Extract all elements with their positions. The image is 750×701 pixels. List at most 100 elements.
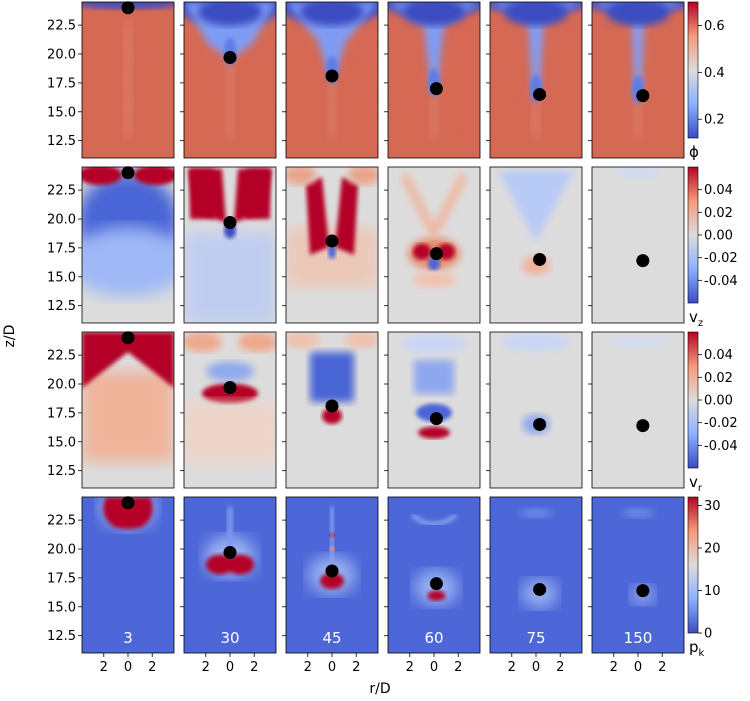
y-tick-label: 17.5 (47, 406, 76, 421)
panel-frame (489, 331, 583, 489)
colorbar-tick-label: -0.04 (704, 439, 738, 454)
panel-phi-t60 (384, 1, 481, 159)
panel-v_z-t60 (384, 166, 481, 324)
panel-frame (183, 166, 277, 324)
colorbar-gradient (687, 166, 699, 304)
y-tick-label: 15.0 (47, 435, 76, 450)
y-tick-label: 22.5 (47, 184, 76, 199)
y-axis-label: z/D (2, 325, 18, 348)
colorbar-gradient (687, 496, 699, 634)
x-tick-label: 2 (556, 660, 564, 675)
panel-v_z-t75 (486, 166, 583, 324)
particle-marker (636, 254, 650, 268)
x-tick-label: 2 (250, 660, 258, 675)
x-tick-label: 2 (658, 660, 666, 675)
panel-p_k-t30: 2 0 2 30 (180, 496, 277, 675)
colorbar-gradient (687, 331, 699, 469)
time-label: 60 (424, 629, 443, 647)
colorbar-tick-label: 0.6 (704, 19, 725, 34)
y-tick-label: 17.5 (47, 241, 76, 256)
y-tick-label: 22.5 (47, 19, 76, 34)
y-tick-label: 17.5 (47, 76, 76, 91)
panel-p_k-t150: 2 0 2 150 (588, 496, 685, 675)
panel-p_k-t45: 2 0 2 45 (282, 496, 379, 675)
x-tick-label: 2 (406, 660, 414, 675)
panel-frame (591, 331, 685, 489)
colorbar-label: vz (689, 308, 703, 329)
panel-v_r-t75 (486, 331, 583, 489)
panel-frame (183, 331, 277, 489)
colorbar-label: vr (689, 473, 703, 494)
colorbar-tick-label: 10 (704, 584, 721, 599)
x-tick-label: 0 (430, 660, 438, 675)
colorbar-gradient (687, 1, 699, 139)
x-tick-label: 2 (202, 660, 210, 675)
particle-marker (533, 417, 547, 431)
y-tick-label: 17.5 (47, 571, 76, 586)
y-tick-label: 20.0 (47, 543, 76, 558)
y-tick-label: 12.5 (47, 629, 76, 644)
panel-frame (387, 331, 481, 489)
panel-frame (81, 166, 175, 324)
y-tick-label: 12.5 (47, 134, 76, 149)
panel-phi-t45 (282, 1, 379, 159)
panel-v_r-t150 (588, 331, 685, 489)
panel-phi-t3: 22.5 20.0 17.5 15.0 12.5 (47, 1, 175, 159)
panel-p_k-t75: 2 0 2 75 (486, 496, 583, 675)
x-tick-label: 0 (328, 660, 336, 675)
particle-marker (121, 166, 135, 180)
x-tick-label: 0 (634, 660, 642, 675)
particle-marker (636, 419, 650, 433)
x-tick-label: 2 (148, 660, 156, 675)
time-label: 3 (123, 629, 133, 647)
x-tick-label: 2 (100, 660, 108, 675)
particle-marker (325, 564, 339, 578)
panel-frame (591, 1, 685, 159)
particle-marker (121, 496, 135, 510)
panel-frame (591, 166, 685, 324)
panel-phi-t30 (180, 1, 277, 159)
particle-marker (533, 252, 547, 266)
panel-v_r-t3: 22.5 20.0 17.5 15.0 12.5 (47, 331, 175, 489)
colorbar-2: 0.04 0.02 0.00 -0.02 -0.04 vr (687, 331, 738, 494)
colorbar-tick-label: 0.00 (704, 394, 733, 409)
panel-frame (387, 1, 481, 159)
panel-v_z-t45 (282, 166, 379, 324)
particle-marker (223, 380, 237, 394)
panel-frame (489, 166, 583, 324)
colorbar-tick-label: 0.4 (704, 66, 725, 81)
particle-marker (636, 584, 650, 598)
colorbar-tick-label: 0.02 (704, 371, 733, 386)
x-tick-label: 0 (124, 660, 132, 675)
x-tick-label: 2 (352, 660, 360, 675)
colorbar-1: 0.04 0.02 0.00 -0.02 -0.04 vz (687, 166, 738, 329)
particle-marker (533, 582, 547, 596)
panel-frame (285, 331, 379, 489)
panel-p_k-t60: 2 0 2 60 (384, 496, 481, 675)
particle-marker (429, 82, 443, 96)
panel-phi-t75 (486, 1, 583, 159)
colorbar-tick-label: 0.04 (704, 348, 733, 363)
colorbar-tick-label: 0.04 (704, 183, 733, 198)
y-tick-label: 15.0 (47, 270, 76, 285)
colorbar-tick-label: 0 (704, 627, 712, 642)
y-tick-label: 12.5 (47, 464, 76, 479)
colorbar-label: pk (689, 638, 705, 659)
colorbar-tick-label: -0.02 (704, 251, 738, 266)
x-tick-label: 0 (226, 660, 234, 675)
particle-marker (223, 545, 237, 559)
y-tick-label: 20.0 (47, 48, 76, 63)
panel-frame (285, 1, 379, 159)
x-tick-label: 0 (532, 660, 540, 675)
time-label: 75 (526, 629, 545, 647)
panel-v_z-t150 (588, 166, 685, 324)
colorbar-tick-label: 20 (704, 542, 721, 557)
y-tick-label: 20.0 (47, 213, 76, 228)
particle-marker (325, 69, 339, 83)
particle-marker (223, 215, 237, 229)
y-tick-label: 15.0 (47, 105, 76, 120)
particle-marker (325, 399, 339, 413)
panel-v_r-t30 (180, 331, 277, 489)
x-tick-label: 2 (508, 660, 516, 675)
particle-marker (325, 234, 339, 248)
